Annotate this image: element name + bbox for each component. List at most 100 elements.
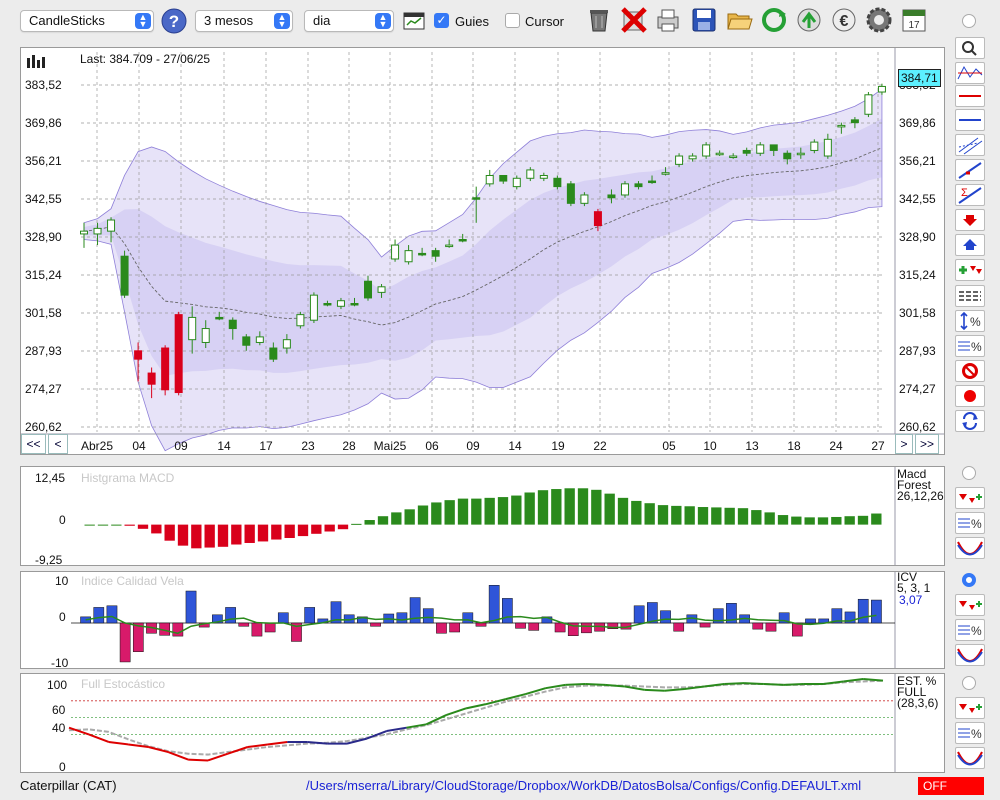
icv-signal-button[interactable]	[955, 594, 985, 616]
macd-bar	[737, 508, 749, 525]
sto-curve-button[interactable]	[955, 747, 985, 769]
guides-label: Guies	[455, 14, 489, 29]
sto-percent-button[interactable]: %	[955, 722, 985, 744]
nav-last-button[interactable]: >>	[915, 434, 939, 454]
icv-percent-button[interactable]: %	[955, 619, 985, 641]
icv-bar	[436, 622, 447, 634]
macd-curve-button[interactable]	[955, 537, 985, 559]
percent-lines-button[interactable]: %	[955, 335, 985, 357]
macd-radio[interactable]	[962, 466, 976, 480]
nav-next-button[interactable]: >	[895, 434, 913, 454]
record-button[interactable]	[955, 385, 985, 407]
y-tick-label-left: 356,21	[25, 154, 62, 168]
chart-type-select[interactable]: CandleSticks ▲ ▼	[20, 10, 154, 32]
macd-percent-button[interactable]: %	[955, 512, 985, 534]
icv-bar	[106, 605, 118, 624]
icv-bar	[660, 610, 671, 624]
channel-button[interactable]	[955, 134, 985, 156]
down-arrow-button[interactable]	[955, 209, 985, 231]
nav-prev-button[interactable]: <	[48, 434, 68, 454]
macd-signal-button[interactable]	[955, 487, 985, 509]
toolbar: CandleSticks ▲ ▼ ? 3 mesos ▲ ▼ dia ▲ ▼ ✓ Gu…	[0, 0, 1000, 42]
delete-x-icon[interactable]	[620, 6, 648, 34]
candle	[620, 183, 629, 196]
sto-k-segment	[108, 740, 129, 746]
candle	[174, 314, 183, 394]
macd-bar	[244, 524, 255, 543]
y-tick-label-left: 315,24	[25, 268, 62, 282]
save-icon[interactable]	[690, 6, 718, 34]
price-chart-panel[interactable]: 383,52383,52369,86369,86356,21356,21342,…	[20, 47, 945, 455]
candle	[445, 244, 454, 248]
candle	[499, 174, 508, 182]
sto-k-segment	[843, 677, 864, 683]
calendar-icon[interactable]: 17	[900, 6, 928, 34]
sto-k-segment	[247, 743, 268, 748]
guides-checkbox[interactable]: ✓	[434, 13, 449, 28]
candle	[837, 124, 846, 128]
zoom-button[interactable]	[955, 37, 985, 59]
gear-icon[interactable]	[865, 6, 893, 34]
stochastic-panel[interactable]: Full Estocástico 100 60 40 0 EST. % FULL (28,3,…	[20, 673, 945, 774]
trash-icon[interactable]	[585, 6, 613, 34]
macd-legend-3: 26,12,26	[897, 489, 944, 503]
cursor-checkbox[interactable]	[505, 13, 520, 28]
red-arrows-icon	[959, 601, 982, 610]
trendline-button[interactable]	[955, 159, 985, 181]
macd-bar	[484, 497, 495, 525]
help-icon[interactable]: ?	[161, 8, 187, 34]
x-tick-label: 22	[593, 439, 607, 453]
x-tick-label: 19	[551, 439, 565, 453]
icv-radio[interactable]	[962, 573, 976, 587]
sto-signal-button[interactable]	[955, 697, 985, 719]
candle	[769, 144, 778, 151]
sum-trendline-button[interactable]: Σ	[955, 184, 985, 206]
nav-first-button[interactable]: <<	[21, 434, 46, 454]
indicator-overlay-button[interactable]	[955, 62, 985, 84]
refresh-icon[interactable]	[760, 6, 788, 34]
status-off-button[interactable]: OFF	[918, 777, 984, 795]
config-path-link[interactable]: /Users/mserra/Library/CloudStorage/Dropb…	[306, 778, 862, 793]
stochastic-chart[interactable]: Full Estocástico 100 60 40 0 EST. %FULL(28,3,…	[21, 674, 944, 774]
blue-line-button[interactable]	[955, 109, 985, 131]
macd-bar	[284, 524, 295, 539]
macd-legend-1: Macd	[897, 467, 926, 481]
macd-bar	[617, 497, 629, 525]
open-folder-icon[interactable]	[725, 6, 753, 34]
up-arrow-button[interactable]	[955, 234, 985, 256]
sync-icon[interactable]	[795, 6, 823, 34]
euro-icon[interactable]: €	[830, 6, 858, 34]
red-arrows-icon	[959, 494, 982, 503]
period-select[interactable]: 3 mesos ▲ ▼	[195, 10, 293, 32]
macd-chart[interactable]: Histgrama MACD 12,45 0 -9,25 MacdForest26,12…	[21, 467, 944, 567]
sto-k-segment	[763, 683, 784, 686]
cycle-button[interactable]	[955, 410, 985, 432]
candle	[539, 174, 548, 179]
stop-button[interactable]	[955, 360, 985, 382]
red-line-button[interactable]	[955, 85, 985, 107]
sto-k-segment	[188, 758, 209, 762]
candle	[553, 177, 562, 188]
price-chart[interactable]: 383,52383,52369,86369,86356,21356,21342,…	[21, 48, 944, 454]
calendar-grid-icon[interactable]	[403, 11, 425, 31]
list-button[interactable]	[955, 285, 985, 307]
macd-bar	[471, 498, 482, 525]
interval-select[interactable]: dia ▲ ▼	[304, 10, 394, 32]
macd-bar	[351, 523, 362, 525]
print-icon[interactable]	[654, 6, 682, 34]
stochastic-radio[interactable]	[962, 676, 976, 690]
x-tick-label: Mai25	[374, 439, 407, 453]
icv-bar	[791, 622, 803, 637]
icv-bar	[581, 622, 592, 634]
macd-panel[interactable]: Histgrama MACD 12,45 0 -9,25 Macd Forest 26,12…	[20, 466, 945, 567]
add-signal-button[interactable]	[955, 259, 985, 281]
icv-curve-button[interactable]	[955, 644, 985, 666]
percent-range-button[interactable]: %	[955, 310, 985, 332]
y-tick-label-left: 260,62	[25, 420, 62, 434]
icv-panel[interactable]: Indice Calidad Vela 10 0 -10 ICV 5, 3, 1 3,07	[20, 570, 945, 670]
macd-bar	[844, 516, 855, 525]
main-radio[interactable]	[962, 14, 976, 28]
x-tick-label: 06	[425, 439, 439, 453]
sto-k-segment	[545, 683, 566, 690]
